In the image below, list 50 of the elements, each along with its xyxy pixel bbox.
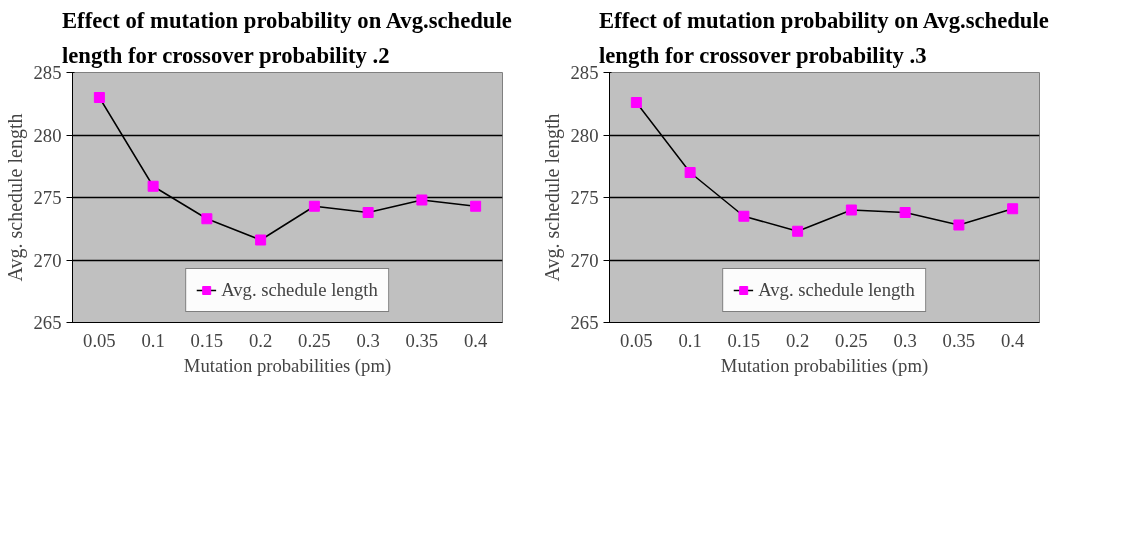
y-axis-title: Avg. schedule length [540, 113, 564, 282]
point [953, 219, 965, 231]
point [201, 213, 213, 225]
x-tick-label: 0.15 [727, 329, 761, 351]
chart-title: Effect of mutation probability on Avg.schedule length for crossover probability .3 [598, 7, 1049, 68]
y-tick-label: 285 [570, 62, 599, 83]
point [845, 204, 857, 216]
x-axis-title: Mutation probabilities (pm) [183, 354, 392, 377]
point [362, 207, 374, 218]
y-tick-label: 275 [570, 187, 599, 208]
y-tick-label: 280 [570, 124, 599, 146]
x-tick-label: 0.05 [83, 329, 116, 351]
y-tick-label: 280 [33, 124, 62, 146]
y-tick-label: 275 [33, 187, 62, 208]
legend-label: Avg. schedule length [758, 279, 915, 301]
point [255, 234, 267, 246]
point [93, 92, 105, 103]
x-tick-label: 0.4 [1000, 329, 1025, 351]
x-tick-label: 0.2 [785, 329, 810, 351]
point [147, 180, 159, 192]
legend-label: Avg. schedule length [221, 279, 378, 301]
y-tick-label: 265 [570, 312, 599, 333]
point [899, 207, 911, 218]
point [1007, 203, 1019, 215]
point [470, 200, 482, 212]
x-tick-label: 0.2 [248, 329, 273, 351]
point [792, 225, 804, 237]
x-tick-label: 0.3 [356, 329, 380, 351]
x-tick-label: 0.1 [141, 329, 165, 351]
x-tick-label: 0.3 [893, 329, 917, 351]
x-axis-title: Mutation probabilities (pm) [720, 354, 929, 377]
x-tick-label: 0.35 [942, 329, 976, 351]
y-tick-label: 285 [33, 62, 62, 83]
point [630, 97, 642, 108]
x-tick-label: 0.4 [463, 329, 488, 351]
chart-title: Effect of mutation probability on Avg.schedule length for crossover probability .2 [61, 7, 512, 68]
y-axis-title: Avg. schedule length [3, 113, 27, 282]
x-tick-label: 0.35 [405, 329, 439, 351]
y-tick-label: 270 [33, 249, 62, 271]
x-tick-label: 0.15 [190, 329, 224, 351]
point [684, 167, 696, 178]
point [738, 210, 750, 222]
x-tick-label: 0.1 [678, 329, 702, 351]
point [416, 194, 428, 206]
x-tick-label: 0.25 [835, 329, 868, 351]
x-tick-label: 0.05 [620, 329, 653, 351]
point [308, 200, 320, 212]
x-tick-label: 0.25 [298, 329, 331, 351]
y-tick-label: 265 [33, 312, 62, 333]
y-tick-label: 270 [570, 249, 599, 271]
